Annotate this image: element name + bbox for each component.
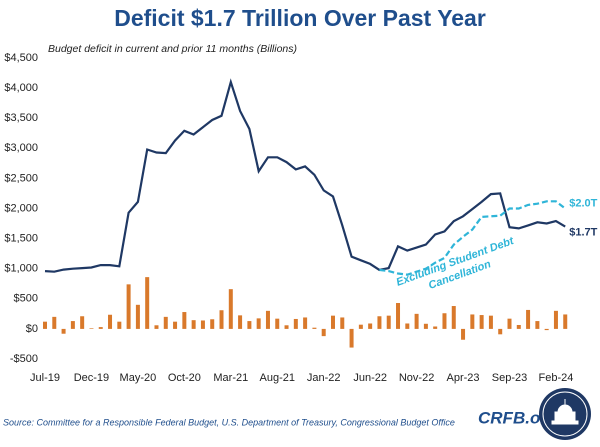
bar: [61, 328, 66, 334]
bar: [80, 316, 85, 329]
bar: [200, 320, 205, 329]
bar: [340, 317, 345, 329]
bar: [507, 318, 512, 329]
x-tick-label: Sep-23: [492, 372, 527, 384]
bar: [182, 312, 187, 329]
y-tick-label: $4,000: [4, 82, 38, 94]
bar: [303, 317, 308, 329]
bar: [145, 277, 150, 329]
bar: [238, 315, 243, 329]
y-tick-label: -$500: [10, 353, 38, 365]
x-tick-label: Aug-21: [260, 372, 295, 384]
x-tick-label: Nov-22: [399, 372, 434, 384]
x-tick-label: Apr-23: [447, 372, 480, 384]
bar: [358, 324, 363, 329]
line: [44, 78, 566, 273]
end-label: $2.0T: [569, 197, 597, 209]
bar: [368, 323, 373, 329]
bar: [98, 327, 103, 329]
bar: [89, 328, 94, 329]
bar: [247, 321, 252, 329]
brand: CRFB.org: [478, 408, 558, 427]
x-tick-label: Jan-22: [307, 372, 341, 384]
y-tick-label: $2,500: [4, 172, 38, 184]
bar: [386, 315, 391, 329]
bar: [163, 316, 168, 329]
x-tick-label: Feb-24: [539, 372, 574, 384]
y-tick-label: $4,500: [4, 52, 38, 64]
bar: [210, 319, 215, 329]
bar: [535, 321, 540, 329]
y-tick-label: $1,500: [4, 233, 38, 245]
bar: [563, 314, 568, 329]
bar: [516, 324, 521, 329]
bar: [256, 318, 261, 329]
bar: [135, 304, 140, 329]
bar: [442, 313, 447, 329]
bar: [396, 303, 401, 329]
bar: [330, 315, 335, 329]
line: [379, 200, 566, 276]
bar: [470, 314, 475, 329]
bar: [154, 325, 159, 329]
bar: [173, 321, 178, 329]
x-tick-label: Mar-21: [213, 372, 248, 384]
source: Source: Committee for a Responsible Fede…: [3, 417, 455, 427]
y-tick-label: $500: [14, 293, 38, 305]
y-tick-label: $3,500: [4, 112, 38, 124]
bar: [43, 321, 47, 329]
bar: [275, 318, 280, 329]
bar: [405, 323, 410, 329]
x-tick-label: Jun-22: [353, 372, 387, 384]
bar: [433, 326, 438, 329]
bar: [553, 310, 558, 329]
bar: [423, 323, 428, 329]
bar: [265, 310, 270, 329]
bar: [219, 310, 224, 329]
x-tick-label: Dec-19: [74, 372, 109, 384]
x-tick-label: Jul-19: [30, 372, 60, 384]
bar: [284, 325, 289, 329]
bar: [312, 327, 317, 329]
y-tick-label: $2,000: [4, 202, 38, 214]
bar: [117, 321, 122, 329]
chart-title: Deficit $1.7 Trillion Over Past Year: [114, 5, 486, 31]
bar: [479, 315, 484, 329]
x-tick-label: Oct-20: [168, 372, 201, 384]
logo: [539, 388, 591, 440]
chart-subtitle: Budget deficit in current and prior 11 m…: [48, 43, 297, 55]
bar: [228, 289, 233, 329]
bar: [126, 284, 131, 329]
bar: [414, 313, 419, 329]
y-tick-label: $3,000: [4, 142, 38, 154]
bar: [461, 328, 466, 340]
bar: [191, 320, 196, 329]
bar: [52, 316, 57, 329]
bar: [498, 328, 503, 335]
bar: [70, 321, 75, 329]
bar: [321, 328, 326, 337]
bar: [544, 328, 549, 331]
y-tick-label: $0: [26, 323, 38, 335]
bar: [526, 309, 531, 329]
annotation: Excluding Student Debt Cancellation: [395, 235, 517, 292]
y-tick-label: $1,000: [4, 263, 38, 275]
bar: [488, 315, 493, 329]
end-label: $1.7T: [569, 226, 597, 238]
bar: [377, 316, 382, 329]
bar: [349, 328, 354, 348]
bar: [451, 306, 456, 329]
bar: [293, 318, 298, 329]
bar: [108, 314, 113, 329]
x-tick-label: May-20: [120, 372, 157, 384]
